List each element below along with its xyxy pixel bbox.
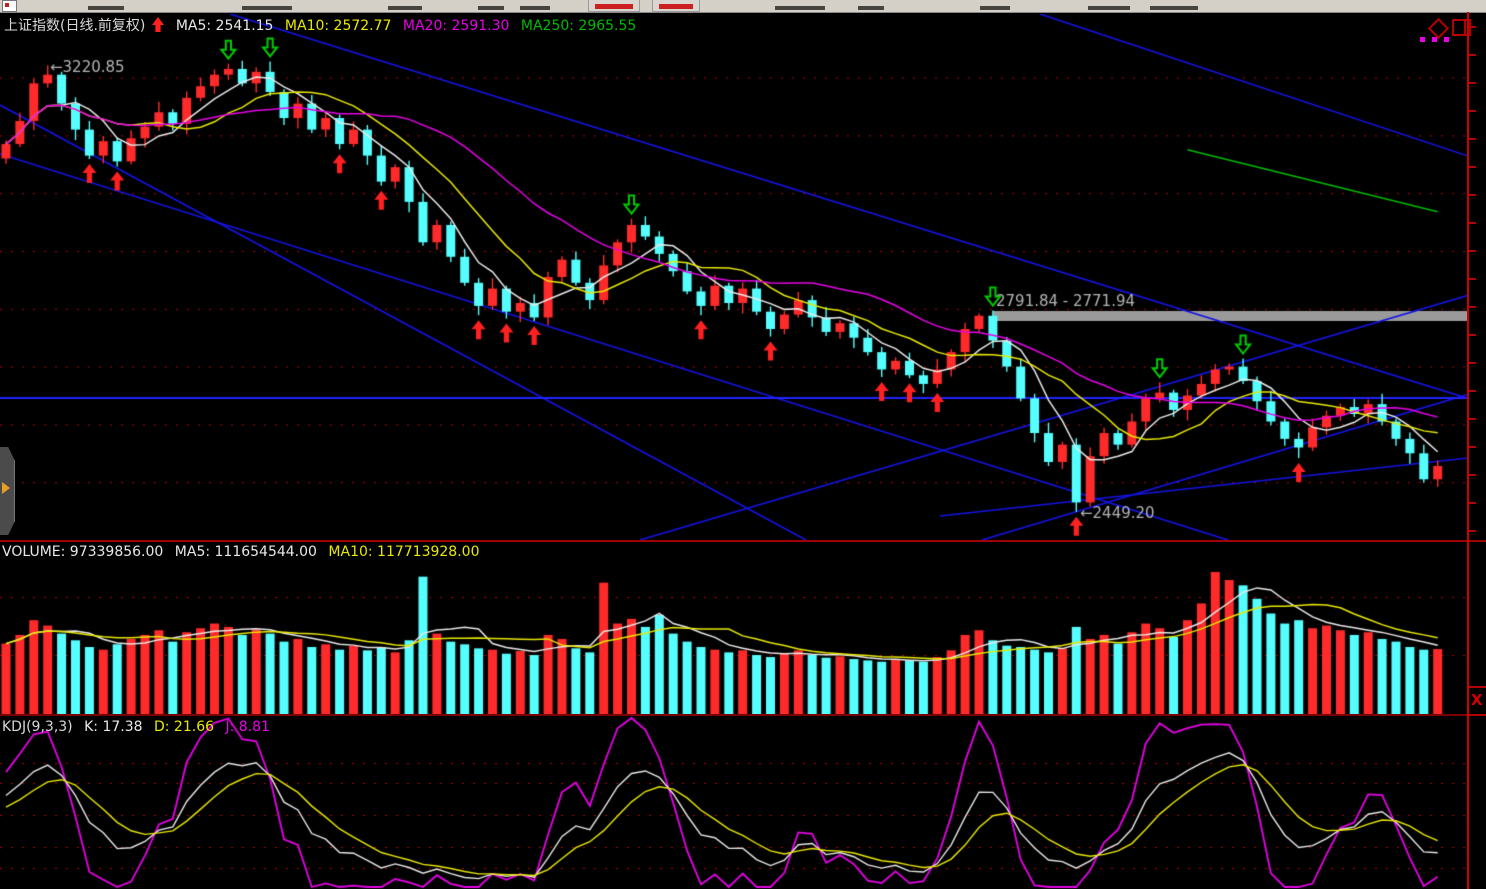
ellipsis-dots-icon[interactable] xyxy=(1420,37,1454,42)
kdj-k-label: K: 17.38 xyxy=(84,719,143,735)
expand-right-arrow-icon[interactable] xyxy=(2,482,10,494)
menu-item-clipped[interactable] xyxy=(388,6,422,10)
ma5-label: MA5: 2541.15 xyxy=(175,18,274,34)
panel-separator[interactable] xyxy=(0,714,1486,716)
price-chart-canvas[interactable] xyxy=(0,14,1468,540)
menu-item-clipped[interactable] xyxy=(775,6,825,10)
ma250-label: MA250: 2965.55 xyxy=(520,18,637,34)
volume-label: VOLUME: 97339856.00 xyxy=(2,544,164,560)
toolbar-button-red-1[interactable] xyxy=(588,0,640,12)
volume-panel-header: VOLUME: 97339856.00 MA5: 111654544.00 MA… xyxy=(2,544,486,560)
button-label-clipped xyxy=(659,4,693,9)
kdj-j-label: J: 8.81 xyxy=(225,719,270,735)
menu-item-clipped[interactable] xyxy=(858,6,884,10)
menu-item-clipped[interactable] xyxy=(88,6,124,10)
close-indicator-button[interactable]: X xyxy=(1471,691,1483,709)
volume-ma5-label: MA5: 111654544.00 xyxy=(174,544,317,560)
price-panel-header: 上证指数(日线.前复权) MA5: 2541.15 MA10: 2572.77 … xyxy=(4,17,643,34)
kdj-d-label: D: 21.66 xyxy=(153,719,215,735)
kdj-panel-header: KDJ(9,3,3) K: 17.38 D: 21.66 J: 8.81 xyxy=(2,719,277,735)
chart-title: 上证指数(日线.前复权) xyxy=(4,18,146,34)
menu-item-clipped[interactable] xyxy=(980,6,1010,10)
menu-item-clipped[interactable] xyxy=(1088,6,1130,10)
app-icon[interactable] xyxy=(2,0,17,12)
window-split-divider xyxy=(1464,21,1466,34)
volume-chart-canvas[interactable] xyxy=(0,542,1468,714)
menu-item-clipped[interactable] xyxy=(520,6,550,10)
toolbar-button-red-2[interactable] xyxy=(652,0,700,12)
kdj-title: KDJ(9,3,3) xyxy=(2,719,73,735)
app-icon-dot xyxy=(5,3,9,7)
right-axis-border xyxy=(1467,12,1469,889)
up-arrow-icon xyxy=(152,17,165,34)
menu-item-clipped[interactable] xyxy=(478,6,504,10)
ma10-label: MA10: 2572.77 xyxy=(284,18,392,34)
ma20-label: MA20: 2591.30 xyxy=(402,18,510,34)
margin-line xyxy=(1469,714,1486,716)
menu-item-clipped[interactable] xyxy=(1150,6,1198,10)
menu-item-clipped[interactable] xyxy=(242,6,292,10)
volume-ma10-label: MA10: 117713928.00 xyxy=(328,544,480,560)
margin-line xyxy=(1469,686,1486,688)
kdj-chart-canvas[interactable] xyxy=(0,716,1468,889)
button-label-clipped xyxy=(595,4,633,9)
right-axis-ticks xyxy=(1469,26,1476,536)
menu-bar[interactable] xyxy=(0,0,1486,13)
panel-separator[interactable] xyxy=(0,540,1486,542)
